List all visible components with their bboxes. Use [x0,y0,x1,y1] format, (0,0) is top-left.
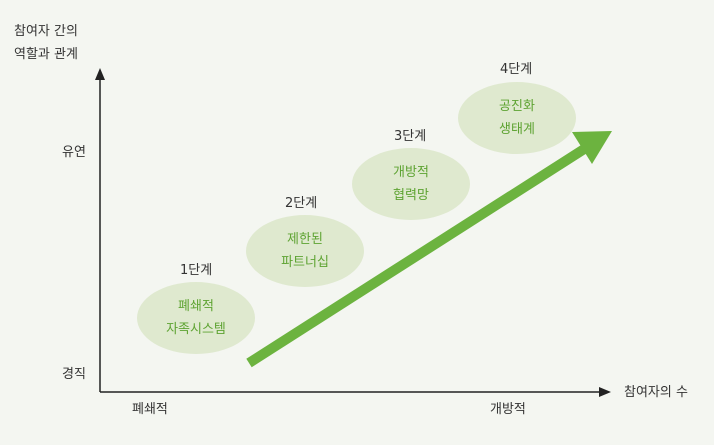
stage-4-ellipse: 공진화 생태계 [458,82,576,154]
stage-1-label: 1단계 [180,263,213,278]
y-axis-title: 참여자 간의 역할과 관계 [14,24,78,62]
stage-4-label: 4단계 [500,62,533,77]
y-axis-high-label: 유연 [62,145,86,160]
stage-2-ellipse: 제한된 파트너십 [246,215,364,287]
stage-2-line1: 제한된 [287,232,323,247]
stage-2-line2: 파트너십 [281,255,329,270]
x-axis-title: 참여자의 수 [624,385,688,400]
stage-1-line1: 폐쇄적 [178,299,214,314]
y-axis-arrowhead [95,68,105,80]
stage-3-line1: 개방적 [393,165,429,180]
x-axis-arrowhead [599,387,611,397]
stage-1-line2: 자족시스템 [166,322,226,337]
stage-4-line1: 공진화 [499,99,535,114]
growth-arrow-shaft [246,139,595,368]
stage-4-line2: 생태계 [499,122,535,137]
y-axis-low-label: 경직 [62,367,86,382]
stage-1-ellipse: 폐쇄적 자족시스템 [137,282,255,354]
growth-arrow-head [572,131,612,164]
x-axis-high-label: 개방적 [490,402,526,417]
stage-3-line2: 협력망 [393,188,429,203]
stage-3-label: 3단계 [394,129,427,144]
stage-3-ellipse: 개방적 협력망 [352,148,470,220]
x-axis-low-label: 폐쇄적 [132,402,168,417]
stage-2-label: 2단계 [285,196,318,211]
